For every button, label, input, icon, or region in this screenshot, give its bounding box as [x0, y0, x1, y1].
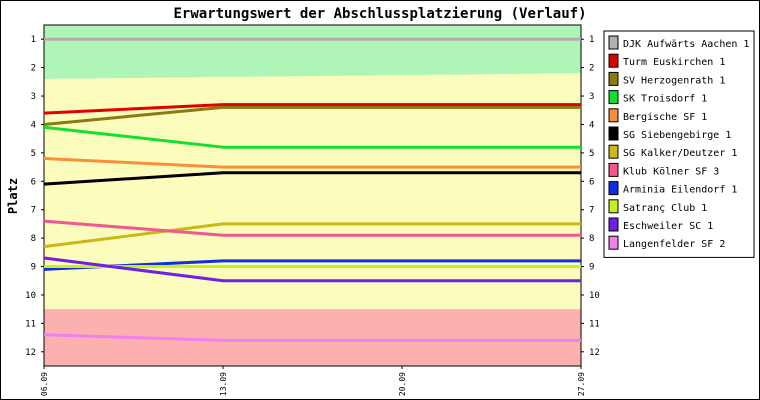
- series-line-2: [43, 103, 581, 115]
- x-tick-label: 13.09: [219, 372, 228, 396]
- series-line-5: [43, 157, 581, 169]
- legend-swatch: [608, 71, 619, 86]
- y-tick-label-right: 6: [589, 177, 594, 187]
- y-tick-label-left: 11: [25, 319, 36, 329]
- legend-label: DJK Aufwärts Aachen 1: [623, 39, 749, 50]
- legend-swatch: [608, 144, 619, 159]
- y-tick-label-right: 7: [589, 206, 594, 216]
- series-line-6: [43, 171, 581, 186]
- zone-band-3: [44, 309, 581, 366]
- legend-label: Turm Euskirchen 1: [623, 57, 725, 68]
- y-tick-label-right: 5: [589, 149, 594, 159]
- y-tick-label-left: 4: [31, 120, 36, 130]
- y-tick-label-left: 12: [25, 348, 36, 358]
- y-tick-label-left: 6: [31, 177, 36, 187]
- zone-band-1: [44, 25, 581, 79]
- legend-label: Bergische SF 1: [623, 112, 707, 123]
- legend-swatch: [608, 217, 619, 232]
- y-tick-label-right: 4: [589, 120, 594, 130]
- y-tick-label-right: 10: [589, 291, 600, 301]
- series-line-4: [43, 125, 581, 149]
- chart-title: Erwartungswert der Abschlussplatzierung …: [173, 6, 586, 22]
- y-tick-label-left: 8: [31, 234, 36, 244]
- legend-label: SV Herzogenrath 1: [623, 75, 725, 86]
- legend-label: Klub Kölner SF 3: [623, 166, 719, 177]
- legend-label: Arminia Eilendorf 1: [623, 185, 737, 196]
- series-line-12: [43, 333, 581, 342]
- legend-swatch: [608, 108, 619, 123]
- legend-label: Eschweiler SC 1: [623, 221, 713, 232]
- legend-swatch: [608, 90, 619, 105]
- legend-swatch: [608, 53, 619, 68]
- series-line-7: [43, 222, 581, 249]
- y-tick-label-left: 10: [25, 291, 36, 301]
- y-tick-label-left: 5: [31, 149, 36, 159]
- y-tick-label-right: 3: [589, 92, 594, 102]
- legend-swatch: [608, 126, 619, 141]
- series-line-8: [43, 219, 581, 237]
- y-tick-label-left: 9: [31, 263, 36, 273]
- y-tick-label-left: 1: [31, 35, 36, 45]
- legend-label: Langenfelder SF 2: [623, 239, 725, 250]
- legend-swatch: [608, 235, 619, 250]
- y-tick-label-right: 12: [589, 348, 600, 358]
- zone-band-2: [44, 73, 581, 310]
- legend-swatch: [608, 181, 619, 196]
- y-tick-label-right: 8: [589, 234, 594, 244]
- legend-label: Satranç Club 1: [623, 203, 707, 214]
- legend-label: SG Kalker/Deutzer 1: [623, 148, 737, 159]
- legend-swatch: [608, 199, 619, 214]
- y-tick-label-right: 9: [589, 263, 594, 273]
- series-line-11: [43, 256, 581, 283]
- y-tick-label-left: 7: [31, 206, 36, 216]
- plot-border: [43, 24, 582, 367]
- y-tick-label-left: 2: [31, 64, 36, 74]
- y-tick-label-right: 11: [589, 319, 600, 329]
- y-tick-label-left: 3: [31, 92, 36, 102]
- y-tick-label-right: 2: [589, 64, 594, 74]
- legend-label: SG Siebengebirge 1: [623, 130, 731, 141]
- legend-label: SK Troisdorf 1: [623, 94, 707, 105]
- x-tick-label: 06.09: [40, 372, 49, 396]
- legend-swatch: [608, 162, 619, 177]
- y-tick-label-right: 1: [589, 35, 594, 45]
- legend-swatch: [608, 35, 619, 50]
- x-tick-label: 27.09: [577, 372, 586, 396]
- series-line-3: [43, 105, 581, 126]
- y-axis-label: Platz: [6, 178, 20, 214]
- legend-box: [603, 30, 755, 258]
- x-tick-label: 20.09: [398, 372, 407, 396]
